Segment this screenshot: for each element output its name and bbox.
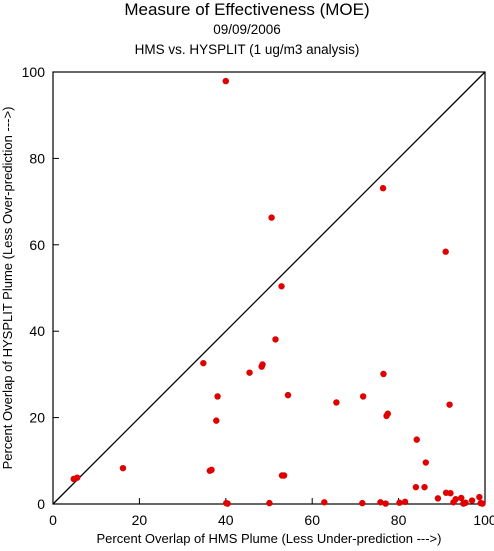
data-point (278, 283, 285, 290)
data-point (208, 466, 215, 474)
chart-subtitle: HMS vs. HYSPLIT (1 ug/m3 analysis) (134, 42, 360, 57)
data-point (446, 401, 453, 408)
data-point (359, 393, 367, 400)
data-point (379, 185, 387, 192)
data-point (413, 436, 420, 443)
data-point (280, 472, 288, 479)
data-points (70, 77, 486, 507)
data-point (382, 500, 389, 507)
data-point (214, 393, 221, 400)
y-axis-ticks: 0 20 40 60 80 100 (22, 64, 59, 512)
data-point (380, 370, 387, 378)
data-point (377, 499, 384, 506)
y-tick-label: 0 (37, 496, 45, 512)
chart-title: Measure of Effectiveness (MOE) (124, 0, 370, 19)
data-point (259, 361, 266, 368)
data-point (268, 214, 275, 221)
y-tick-label: 40 (29, 323, 45, 339)
data-point (447, 490, 454, 497)
data-point (421, 483, 428, 491)
x-tick-label: 20 (132, 512, 148, 528)
y-axis-label: Percent Overlap of HYSPLIT Plume (Less O… (0, 107, 15, 470)
data-point (224, 500, 231, 507)
x-tick-label: 80 (391, 512, 407, 528)
data-point (222, 77, 229, 85)
x-tick-label: 60 (304, 512, 320, 528)
y-tick-label: 80 (29, 150, 45, 166)
data-point (476, 493, 483, 501)
data-point (266, 499, 273, 507)
x-tick-label: 40 (218, 512, 234, 528)
x-tick-label: 0 (49, 512, 57, 528)
data-point (73, 474, 81, 481)
x-tick-label: 100 (473, 512, 494, 528)
data-point (359, 499, 366, 507)
data-point (284, 391, 292, 399)
data-point (434, 495, 442, 502)
y-tick-label: 100 (22, 64, 46, 80)
data-point (119, 464, 127, 472)
chart-date: 09/09/2006 (213, 22, 281, 37)
data-point (200, 359, 207, 367)
x-axis-label: Percent Overlap of HMS Plume (Less Under… (97, 531, 442, 546)
data-point (412, 483, 420, 491)
data-point (321, 499, 328, 506)
data-point (401, 498, 409, 506)
data-point (422, 459, 430, 466)
data-point (213, 417, 220, 424)
y-tick-label: 20 (29, 410, 45, 426)
data-point (272, 336, 279, 343)
y-tick-label: 60 (29, 237, 45, 253)
x-axis-ticks: 0 20 40 60 80 100 (49, 498, 494, 528)
data-point (333, 399, 340, 406)
data-point (458, 494, 465, 502)
data-point (452, 496, 459, 503)
data-point (468, 497, 476, 504)
identity-diagonal (52, 71, 486, 505)
data-point (462, 499, 469, 506)
data-point (396, 499, 403, 506)
data-point (246, 369, 253, 376)
data-point (479, 500, 486, 507)
data-point (384, 410, 391, 417)
data-point (442, 248, 449, 255)
